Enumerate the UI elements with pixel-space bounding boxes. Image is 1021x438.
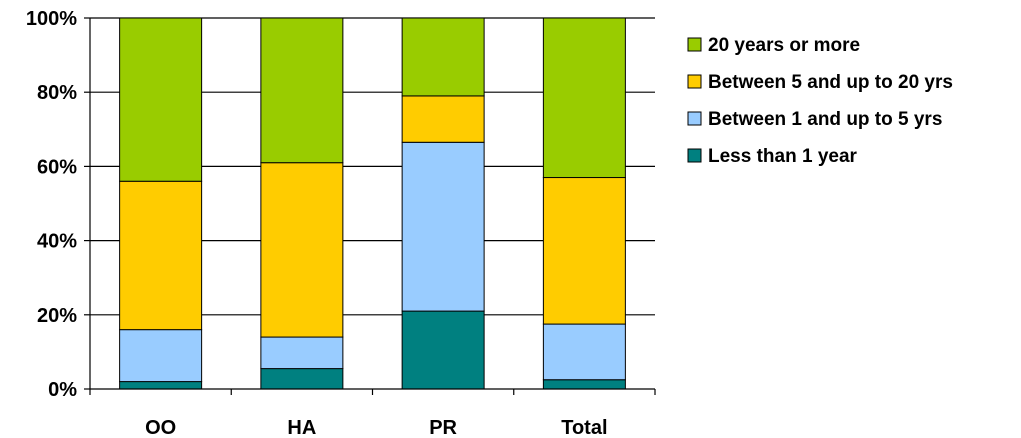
y-tick-label: 60% — [37, 156, 77, 178]
bar-segment — [260, 17, 344, 164]
bar-segment — [542, 17, 626, 179]
bar-segment — [401, 141, 485, 312]
y-tick-label: 100% — [26, 8, 77, 30]
x-axis-tick-labels: OO HA PR Total — [145, 417, 607, 438]
bar-segment — [401, 310, 485, 390]
bar-segment — [260, 368, 344, 390]
legend-swatch — [687, 74, 702, 89]
bar-segment — [401, 17, 485, 97]
bar-segment — [260, 336, 344, 370]
legend-label: Between 1 and up to 5 yrs — [708, 109, 942, 130]
x-tick-label: OO — [145, 417, 176, 438]
x-tick-label: Total — [561, 417, 607, 438]
x-tick-label: PR — [429, 417, 457, 438]
legend: 20 years or more Between 5 and up to 20 y… — [687, 35, 953, 167]
y-tick-label: 80% — [37, 82, 77, 104]
y-axis-tick-labels: 0% 20% 40% 60% 80% 100% — [26, 8, 77, 401]
y-tick-label: 0% — [48, 379, 77, 401]
x-tick-label: HA — [287, 417, 316, 438]
legend-label: Less than 1 year — [708, 146, 858, 167]
bar-segment — [119, 381, 203, 390]
legend-swatch — [687, 111, 702, 126]
legend-label: 20 years or more — [708, 35, 860, 56]
bar-segment — [542, 177, 626, 325]
bar-segment — [542, 323, 626, 381]
y-tick-label: 20% — [37, 305, 77, 327]
legend-swatch — [687, 148, 702, 163]
bar-segment — [401, 95, 485, 143]
legend-label: Between 5 and up to 20 yrs — [708, 72, 953, 93]
bar-segment — [260, 162, 344, 338]
bar-segment — [119, 180, 203, 331]
axes — [84, 17, 656, 395]
legend-swatch — [687, 37, 702, 52]
bar-segment — [542, 379, 626, 390]
bar-segment — [119, 17, 203, 182]
y-tick-label: 40% — [37, 231, 77, 253]
bar-segment — [119, 329, 203, 383]
bars — [119, 17, 626, 390]
